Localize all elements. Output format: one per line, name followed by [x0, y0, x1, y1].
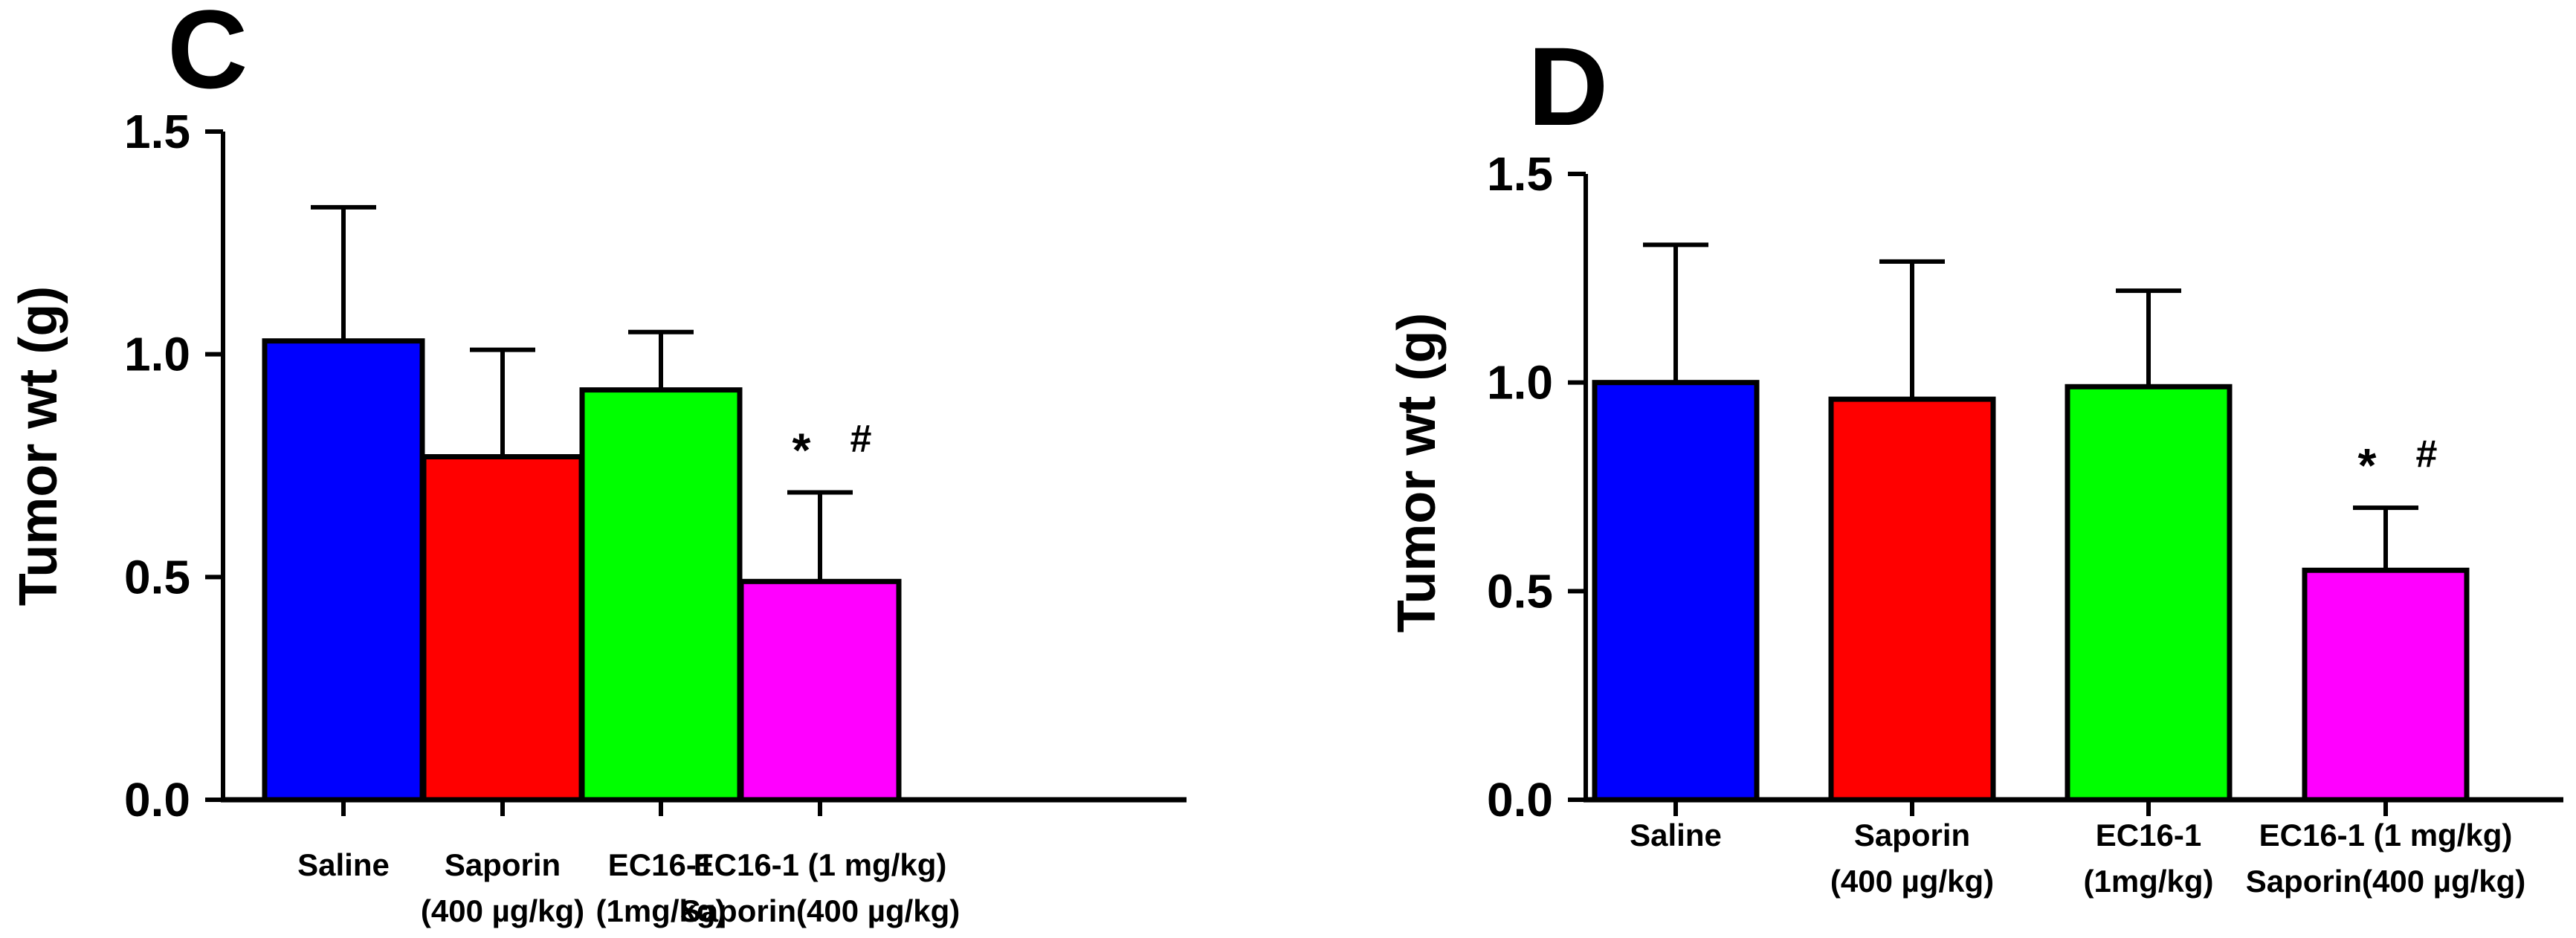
y-axis-label: Tumor wt (g): [1387, 313, 1447, 633]
category-label: EC16-1: [2096, 818, 2201, 853]
y-tick-label: 1.0: [1487, 356, 1553, 410]
category-label: (1mg/kg): [595, 893, 726, 928]
y-tick-label: 1.0: [124, 328, 190, 381]
bar: [421, 454, 584, 803]
significance-hash: #: [2416, 433, 2438, 476]
bar: [2065, 384, 2233, 803]
y-tick-label: 0.0: [1487, 773, 1553, 827]
bar: [2302, 567, 2470, 803]
y-axis-label: Tumor wt (g): [9, 286, 68, 607]
y-tick-label: 1.5: [1487, 147, 1553, 201]
category-label: EC16-1 (1 mg/kg): [2259, 818, 2513, 853]
significance-hash: #: [850, 417, 872, 460]
y-tick-label: 0.5: [1487, 564, 1553, 618]
category-label: Saporin: [1854, 818, 1970, 853]
bar: [1828, 396, 1996, 803]
panel-c: C Tumor wt (g) 0.0 0.5 1.0 1.5 Saline Saporin…: [9, 0, 1187, 928]
panel-letter: D: [1528, 24, 1608, 149]
category-label: Saporin(400 µg/kg): [2246, 864, 2526, 899]
y-tick-label: 1.5: [124, 105, 190, 158]
category-label: EC16-1: [608, 847, 714, 882]
category-label: (1mg/kg): [2083, 864, 2213, 899]
significance-star: *: [2358, 439, 2377, 492]
bar: [262, 338, 425, 803]
category-label: Saline: [297, 847, 390, 882]
bar: [579, 387, 743, 803]
panel-d: D Tumor wt (g) 0.0 0.5 1.0 1.5 Saline Saporin…: [1387, 24, 2563, 899]
category-label: Saline: [1630, 818, 1722, 853]
bar: [738, 578, 902, 803]
category-label: Saporin(400 µg/kg): [680, 893, 961, 928]
category-label: (400 µg/kg): [1830, 864, 1994, 899]
panel-letter: C: [167, 0, 248, 111]
category-label: Saporin: [445, 847, 561, 882]
significance-star: *: [793, 423, 811, 476]
category-label: (400 µg/kg): [421, 893, 584, 928]
category-label: EC16-1 (1 mg/kg): [694, 847, 947, 882]
y-tick-label: 0.5: [124, 550, 190, 604]
bar: [1592, 380, 1760, 803]
y-tick-label: 0.0: [124, 773, 190, 827]
